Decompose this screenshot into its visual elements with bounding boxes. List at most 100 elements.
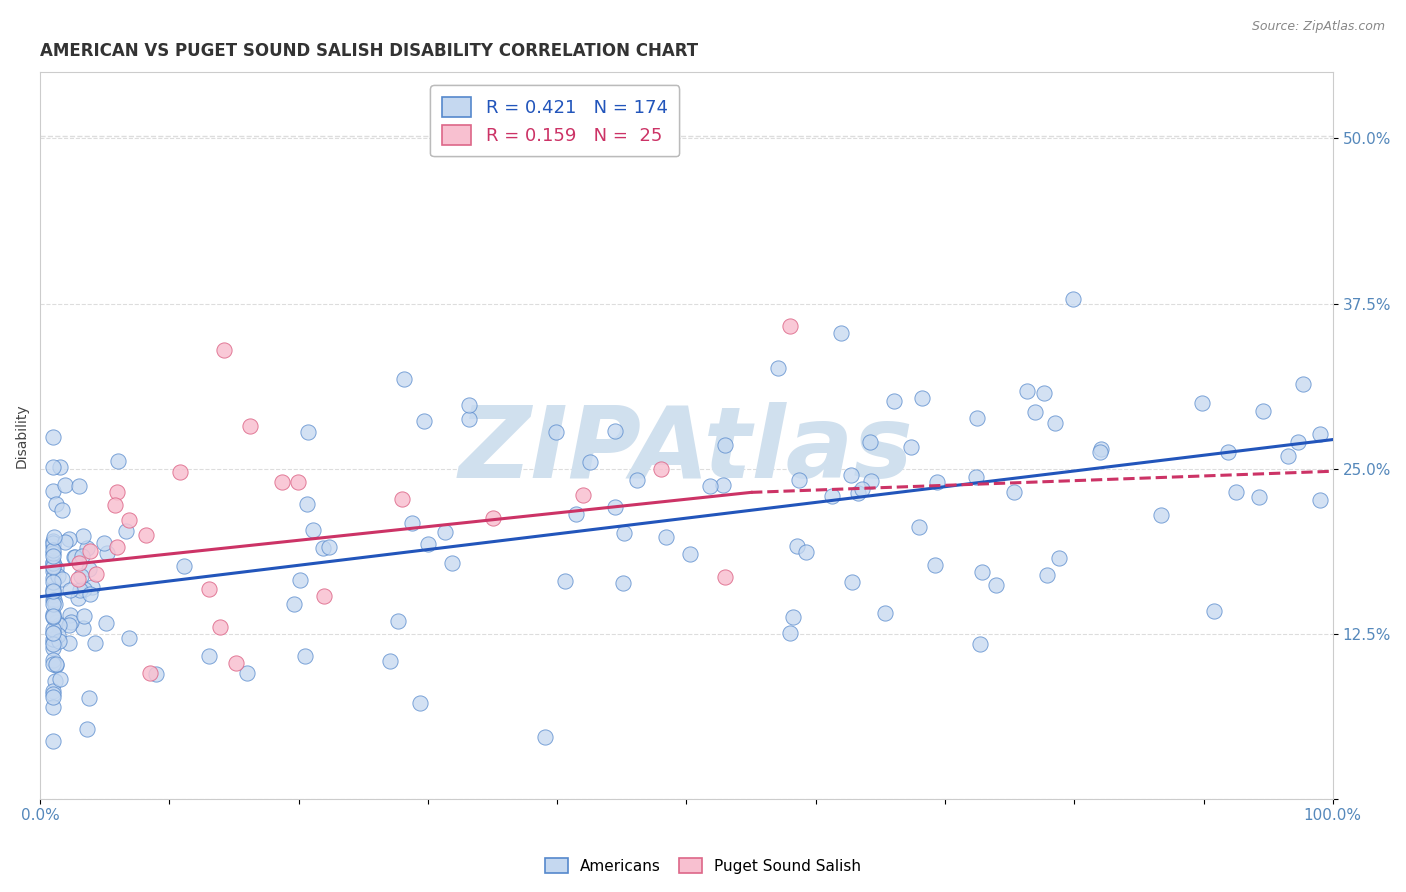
Point [42,430,65,444]
Point [626,473,648,487]
Point [1286,435,1309,450]
Point [910,391,932,405]
Point [1036,567,1059,582]
Point [966,410,988,425]
Point [409,697,432,711]
Point [48,633,70,648]
Point [42,597,65,611]
Point [67,557,90,571]
Point [42,637,65,651]
Point [42,635,65,649]
Point [42,653,65,667]
Legend: Americans, Puget Sound Salish: Americans, Puget Sound Salish [538,852,868,880]
Point [118,632,141,646]
Point [114,524,136,538]
Point [787,473,810,487]
Point [105,485,128,500]
Point [554,574,576,588]
Point [841,575,863,590]
Point [1309,492,1331,507]
Point [79,587,101,601]
Point [72,621,94,635]
Point [794,545,817,559]
Point [42,733,65,747]
Point [145,667,167,681]
Point [875,607,897,621]
Point [1024,405,1046,419]
Point [67,591,90,606]
Point [46,628,69,642]
Point [42,559,65,574]
Point [533,731,555,745]
Point [416,537,439,551]
Point [969,637,991,651]
Point [883,394,905,409]
Point [225,656,247,670]
Point [72,529,94,543]
Point [42,592,65,607]
Point [965,469,987,483]
Point [42,555,65,569]
Point [392,372,415,386]
Point [63,549,86,564]
Point [48,617,70,632]
Point [42,543,65,558]
Point [209,620,232,634]
Point [84,567,107,582]
Point [73,582,96,597]
Point [1062,292,1084,306]
Point [908,520,931,534]
Point [42,531,65,545]
Point [288,573,311,587]
Point [59,615,82,629]
Point [900,440,922,454]
Point [860,474,883,488]
Point [198,649,221,664]
Point [42,584,65,599]
Point [481,511,503,525]
Point [42,549,65,564]
Point [42,539,65,553]
Point [287,475,309,489]
Point [58,618,80,632]
Point [457,412,479,426]
Point [42,626,65,640]
Point [42,690,65,705]
Point [1218,445,1240,459]
Point [612,575,634,590]
Legend: R = 0.421   N = 174, R = 0.159   N =  25: R = 0.421 N = 174, R = 0.159 N = 25 [430,85,679,156]
Point [380,654,402,668]
Point [1032,385,1054,400]
Point [49,460,72,475]
Point [73,609,96,624]
Point [301,524,323,538]
Point [51,502,73,516]
Point [984,578,1007,592]
Point [169,465,191,479]
Point [841,468,863,483]
Point [1309,427,1331,442]
Point [42,460,65,475]
Text: Source: ZipAtlas.com: Source: ZipAtlas.com [1251,20,1385,33]
Point [782,609,804,624]
Point [42,609,65,624]
Point [655,530,678,544]
Point [42,687,65,701]
Point [605,500,627,514]
Point [544,425,567,439]
Point [579,455,602,469]
Point [235,666,257,681]
Point [105,540,128,554]
Text: AMERICAN VS PUGET SOUND SALISH DISABILITY CORRELATION CHART: AMERICAN VS PUGET SOUND SALISH DISABILIT… [41,42,699,60]
Point [440,556,463,570]
Point [1043,416,1066,430]
Point [42,684,65,698]
Point [58,583,80,598]
Point [42,571,65,585]
Point [42,640,65,655]
Point [1202,604,1225,618]
Point [779,625,801,640]
Point [42,536,65,550]
Point [42,607,65,622]
Point [53,535,76,549]
